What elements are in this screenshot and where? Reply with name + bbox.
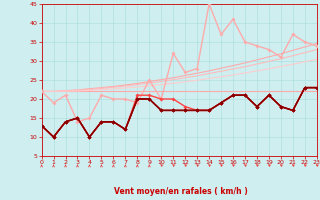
Text: Vent moyen/en rafales ( km/h ): Vent moyen/en rafales ( km/h ) xyxy=(114,187,248,196)
